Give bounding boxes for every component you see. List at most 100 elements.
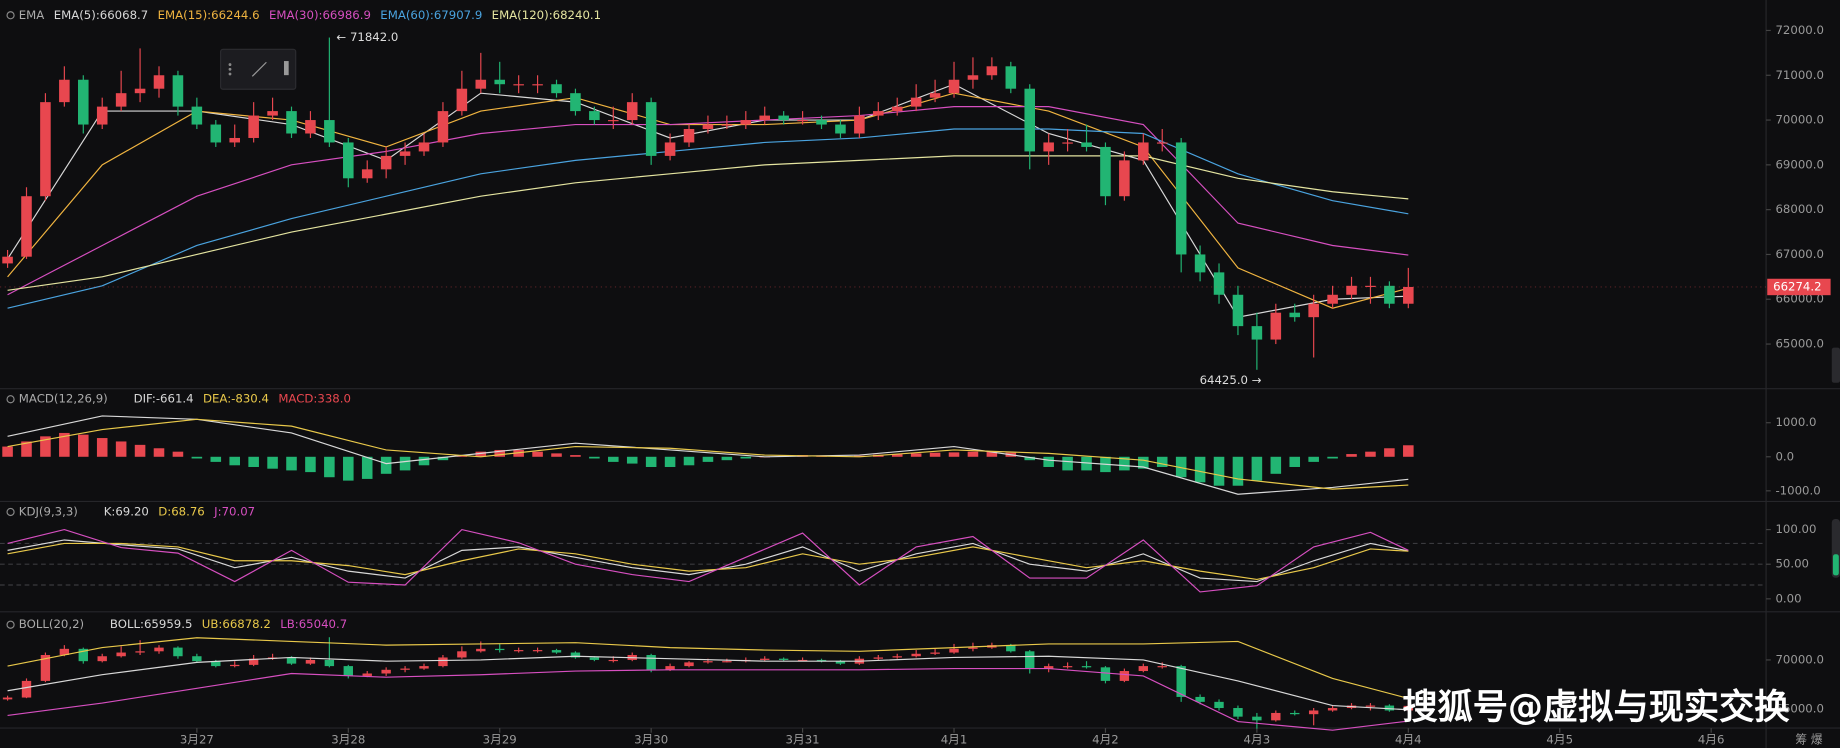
y-tick-label: 69000.0 [1775,157,1823,171]
y-tick-label: 68000.0 [1775,202,1823,216]
macd-bar [1213,456,1225,486]
candle-body [797,120,808,122]
candle-body [532,650,543,652]
indicator-line [7,418,1409,490]
legend-entry: D:68.76 [158,504,205,518]
candle-body [986,66,998,76]
candle-body [115,93,127,107]
macd-bar [551,453,562,457]
x-tick-label: 4月5 [1546,732,1573,746]
candle-body [1289,312,1301,318]
x-tick-label: 4月1 [941,732,968,746]
x-tick-label: 3月27 [180,732,214,746]
candle-body [968,647,978,649]
macd-bar [305,456,316,473]
macd-bar [1081,456,1092,471]
macd-bar [1327,456,1338,459]
y-tick-label: 50.00 [1775,557,1809,571]
candle-body [532,84,543,86]
drawing-toolbar[interactable] [220,48,297,90]
scroll-thumb[interactable] [1832,554,1839,576]
macd-bar [891,454,903,457]
candle-body [891,106,903,112]
candle-body [210,124,222,143]
more-tool-icon[interactable] [283,61,289,76]
candle-body [1176,666,1186,697]
candle-body [1100,667,1111,681]
watermark: 搜狐号@虚拟与现实交换 [1402,687,1790,728]
candle-body [760,658,770,660]
candle-body [684,662,694,667]
candle-body [267,111,278,116]
candle-body [1327,294,1338,304]
candle-body [967,75,979,80]
candle-body [910,97,922,107]
candle-body [1251,326,1263,340]
x-tick-label: 3月30 [634,732,668,746]
macd-bar [475,451,487,457]
y-tick-label: 72000.0 [1775,23,1823,37]
candle-body [1233,708,1243,717]
current-price-label: 66274.2 [1773,279,1821,293]
candle-body [626,102,638,121]
candle-body [551,84,562,94]
candle-body [154,647,164,652]
y-tick-label: 0.00 [1775,591,1801,605]
candle-body [1270,312,1282,340]
candle-body [437,111,449,143]
candle-body [759,115,771,121]
indicator-line [7,106,1409,296]
candle-body [1195,696,1205,702]
macd-bar [740,456,752,459]
x-tick-label: 4月3 [1244,732,1271,746]
candle-body [911,653,921,657]
x-tick-label: 4月4 [1395,732,1422,746]
candle-body [1156,142,1168,144]
macd-bar [418,456,430,466]
candle-body [873,111,884,116]
x-tick-label: 3月31 [786,732,820,746]
macd-bar [21,441,32,457]
candle-body [589,657,600,660]
candle-body [173,647,183,657]
legend-entry: EMA(30):66986.9 [269,8,371,22]
candle-body [135,651,145,653]
candle-body [1062,142,1073,144]
macd-bar [1308,456,1319,462]
macd-bar [1365,451,1376,457]
candle-body [59,648,70,656]
legend-entry: EMA(120):68240.1 [492,8,601,22]
candle-body [400,668,410,670]
candle-body [778,658,789,660]
scroll-handle[interactable] [1831,347,1840,383]
candle-body [513,650,524,652]
macd-bar [229,456,240,466]
candle-body [361,169,373,179]
candle-body [59,79,70,103]
macd-bar [1175,456,1187,478]
macd-bar [191,456,203,459]
indicator-line [7,528,1409,593]
candle-body [1403,705,1414,711]
macd-bar [380,456,392,474]
candle-body [1214,701,1224,709]
candle-body [835,124,846,134]
macd-bar [59,432,70,457]
candle-body [1006,645,1016,652]
footer-text: 筹 爆 [1795,732,1822,746]
candle-body [1138,666,1149,672]
candle-body [1384,285,1395,304]
candle-body [513,84,524,86]
candle-body [78,648,88,662]
y-tick-label: 66000.0 [1775,702,1823,716]
macd-bar [1289,456,1301,467]
candle-body [929,93,941,98]
candle-body [778,115,789,121]
candle-body [570,652,581,658]
candle-body [2,697,13,700]
line-tool-icon[interactable] [251,61,267,77]
candle-body [286,657,297,664]
indicator-line [7,655,1409,711]
candle-body [646,655,656,670]
